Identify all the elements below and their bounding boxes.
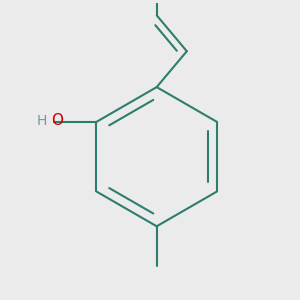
Text: H: H bbox=[36, 114, 47, 128]
Text: O: O bbox=[51, 113, 63, 128]
